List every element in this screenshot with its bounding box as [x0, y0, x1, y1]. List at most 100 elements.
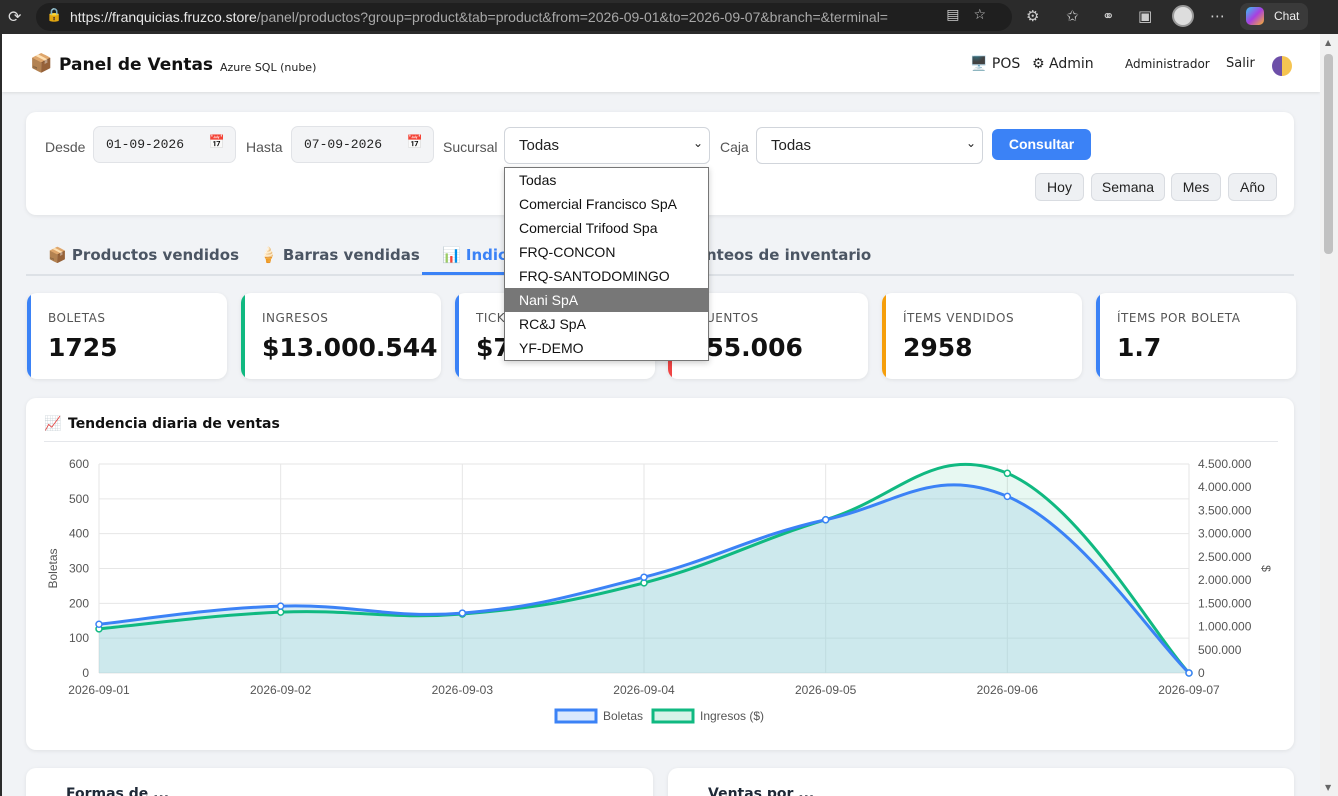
monitor-icon: 🖥️ [970, 56, 988, 72]
nav-pos-link[interactable]: 🖥️ POS [970, 56, 1021, 72]
sucursal-option[interactable]: Nani SpA [505, 288, 708, 312]
package-icon: 📦 [48, 246, 67, 264]
y-tick-label: 600 [69, 457, 89, 471]
collections-icon[interactable]: ▣ [1138, 7, 1153, 25]
y-tick-label: 200 [69, 596, 89, 610]
sucursal-option[interactable]: RC&J SpA [519, 316, 586, 332]
y2-tick-label: 2.000.000 [1198, 573, 1252, 587]
address-bar[interactable]: 🔒 https://franquicias.fruzco.store/panel… [36, 3, 1012, 31]
tab-conteos-inventario[interactable]: nteos de inventario [706, 246, 872, 264]
data-point [821, 515, 830, 524]
filters-card: Desde 01-09-2026 📅 Hasta 07-09-2026 📅 Su… [26, 112, 1294, 215]
x-tick-label: 2026-09-07 [1158, 683, 1220, 697]
user-name: Administrador [1125, 57, 1210, 71]
kpi-accent [882, 293, 886, 379]
tab-productos-vendidos[interactable]: 📦 Productos vendidos [48, 246, 240, 264]
scroll-thumb[interactable] [1324, 54, 1333, 254]
more-menu-icon[interactable]: ⋯ [1210, 7, 1225, 25]
logout-link[interactable]: Salir [1226, 56, 1255, 71]
y2-tick-label: 4.500.000 [1198, 457, 1252, 471]
page-title: Panel de Ventas [59, 55, 214, 75]
address-bar-icons[interactable]: ▤☆ [946, 7, 1000, 23]
kpi-boletas: BOLETAS 1725 [27, 293, 227, 379]
ano-button[interactable]: Año [1228, 173, 1277, 201]
tab-barras-vendidas[interactable]: 🍦 Barras vendidas [259, 246, 420, 264]
data-point [1003, 469, 1012, 478]
nav-admin-link[interactable]: ⚙ Admin [1032, 56, 1094, 72]
sucursal-label: Sucursal [443, 139, 498, 155]
data-point [458, 609, 467, 617]
data-point [276, 608, 285, 616]
extensions-icon[interactable]: ⚙ [1026, 7, 1040, 25]
package-icon: 📦 [30, 53, 53, 74]
y2-tick-label: 0 [1198, 666, 1205, 680]
reload-icon[interactable]: ⟳ [8, 7, 22, 26]
share-icon[interactable]: ⚭ [1102, 7, 1115, 25]
kpi-items-por-boleta: ÍTEMS POR BOLETA 1.7 [1096, 293, 1296, 379]
mes-button[interactable]: Mes [1171, 173, 1221, 201]
semana-button[interactable]: Semana [1091, 173, 1165, 201]
y-tick-label: 500 [69, 492, 89, 506]
page-scrollbar[interactable]: ▲ ▼ [1320, 34, 1338, 796]
chart-card: 📈 Tendencia diaria de ventas 0 100 200 300 4… [26, 398, 1294, 750]
y2-tick-label: 1.500.000 [1198, 596, 1252, 610]
x-tick-label: 2026-09-03 [432, 683, 494, 697]
ice-cream-icon: 🍦 [259, 246, 278, 264]
page: 📦 Panel de Ventas Azure SQL (nube) 🖥️ PO… [2, 34, 1320, 796]
top-navbar: 📦 Panel de Ventas Azure SQL (nube) 🖥️ PO… [2, 34, 1320, 92]
x-tick-label: 2026-09-04 [613, 683, 675, 697]
desde-date-input[interactable]: 01-09-2026 📅 [93, 126, 236, 163]
sucursal-option[interactable]: FRQ-CONCON [519, 244, 616, 260]
profile-avatar[interactable] [1172, 5, 1194, 27]
sucursal-dropdown-list[interactable]: Todas Comercial Francisco SpA Comercial Tr… [504, 167, 709, 361]
site-info-icon[interactable]: 🔒 [46, 8, 63, 23]
consultar-button[interactable]: Consultar [992, 129, 1091, 160]
caja-label: Caja [720, 139, 749, 155]
copilot-icon [1246, 7, 1264, 25]
legend-label: Boletas [603, 709, 643, 723]
sales-by-card: Ventas por ... [668, 768, 1294, 796]
y-axis-label: Boletas [46, 548, 60, 588]
copilot-chat-button[interactable]: Chat [1240, 3, 1308, 30]
sucursal-option[interactable]: Todas [519, 172, 557, 188]
sucursal-option[interactable]: FRQ-SANTODOMINGO [519, 268, 670, 284]
divider [44, 441, 1278, 442]
hoy-button[interactable]: Hoy [1035, 173, 1084, 201]
y2-axis-label: $ [1259, 565, 1273, 572]
y-tick-label: 300 [69, 562, 89, 576]
chevron-down-icon: ⌄ [965, 136, 976, 150]
x-tick-label: 2026-09-06 [977, 683, 1039, 697]
calendar-icon[interactable]: 📅 [208, 135, 225, 150]
gear-icon: ⚙ [1032, 56, 1045, 72]
kpi-accent [241, 293, 245, 379]
theme-toggle-icon[interactable] [1272, 56, 1292, 76]
chart-trend-icon: 📈 [44, 416, 62, 432]
y2-tick-label: 3.500.000 [1198, 503, 1252, 517]
series-area-ingresos [99, 464, 1189, 673]
sucursal-option[interactable]: YF-DEMO [519, 340, 584, 356]
caja-select[interactable]: Todas ⌄ [756, 127, 983, 164]
data-point [640, 573, 648, 581]
calendar-icon[interactable]: 📅 [406, 135, 423, 150]
data-point [95, 620, 103, 628]
sucursal-option[interactable]: Comercial Francisco SpA [519, 196, 677, 212]
x-tick-label: 2026-09-05 [795, 683, 857, 697]
browser-toolbar: ⟳ 🔒 https://franquicias.fruzco.store/pan… [0, 0, 1338, 34]
scroll-up-icon[interactable]: ▲ [1325, 38, 1332, 47]
y2-tick-label: 4.000.000 [1198, 480, 1252, 494]
y-tick-label: 0 [82, 666, 89, 680]
hasta-date-input[interactable]: 07-09-2026 📅 [291, 126, 434, 163]
legend-label: Ingresos ($) [700, 709, 764, 723]
y-tick-label: 100 [69, 631, 89, 645]
sales-trend-chart: 0 100 200 300 400 500 600 0 500.000 1.000.000 1.50… [46, 457, 1273, 724]
sucursal-option[interactable]: Comercial Trifood Spa [519, 220, 658, 236]
y2-tick-label: 2.500.000 [1198, 550, 1252, 564]
y2-tick-label: 500.000 [1198, 643, 1242, 657]
favorites-icon[interactable]: ✩ [1066, 7, 1079, 25]
kpi-accent [1096, 293, 1100, 379]
scroll-down-icon[interactable]: ▼ [1325, 783, 1332, 792]
hasta-label: Hasta [246, 139, 283, 155]
payment-methods-card: Formas de ... [26, 768, 653, 796]
sucursal-select[interactable]: Todas ⌄ [504, 127, 710, 164]
x-tick-label: 2026-09-01 [68, 683, 130, 697]
